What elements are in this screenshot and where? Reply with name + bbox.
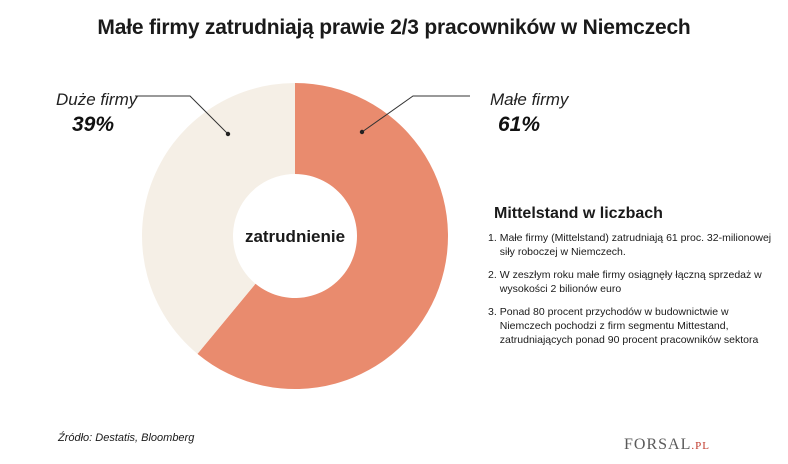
chart-title: Małe firmy zatrudniają prawie 2/3 pracow… [97, 16, 691, 39]
leader-line-small-firms [361, 95, 470, 133]
donut-slice-large-firms [142, 83, 295, 354]
donut-center-label: zatrudnienie [244, 227, 346, 246]
fact-text: W zeszłym roku małe firmy osiągnęły łącz… [499, 269, 762, 295]
fact-text: Ponad 80 procent przychodów w budownictw… [499, 306, 759, 346]
fact-item: 1. Małe firmy (Mittelstand) zatrudniają … [488, 231, 778, 259]
info-panel: Mittelstand w liczbach 1. Małe firmy (Mi… [488, 205, 778, 356]
slice-value-large-firms: 39% [72, 113, 115, 136]
forsal-logo[interactable]: FORSAL.PL [624, 436, 710, 454]
panel-title: Mittelstand w liczbach [494, 205, 663, 222]
facts-list: 1. Małe firmy (Mittelstand) zatrudniają … [488, 231, 778, 347]
slice-label-large-firms: Duże firmy [56, 90, 138, 109]
logo-brand: FORSAL [624, 436, 692, 453]
fact-number: 1. [488, 232, 497, 244]
logo-domain: .PL [691, 440, 710, 452]
leader-line-large-firms [135, 95, 229, 135]
slice-label-small-firms: Małe firmy [490, 90, 569, 109]
leader-dot-large-firms [225, 131, 231, 137]
fact-item: 3. Ponad 80 procent przychodów w budowni… [488, 305, 778, 347]
slice-value-small-firms: 61% [498, 113, 541, 136]
donut-slice-small-firms [197, 83, 448, 389]
source-note: Źródło: Destatis, Bloomberg [58, 432, 195, 444]
fact-number: 3. [488, 306, 497, 318]
leader-dot-small-firms [359, 129, 365, 135]
fact-text: Małe firmy (Mittelstand) zatrudniają 61 … [499, 232, 772, 258]
fact-item: 2. W zeszłym roku małe firmy osiągnęły ł… [488, 268, 778, 296]
fact-number: 2. [488, 269, 497, 281]
